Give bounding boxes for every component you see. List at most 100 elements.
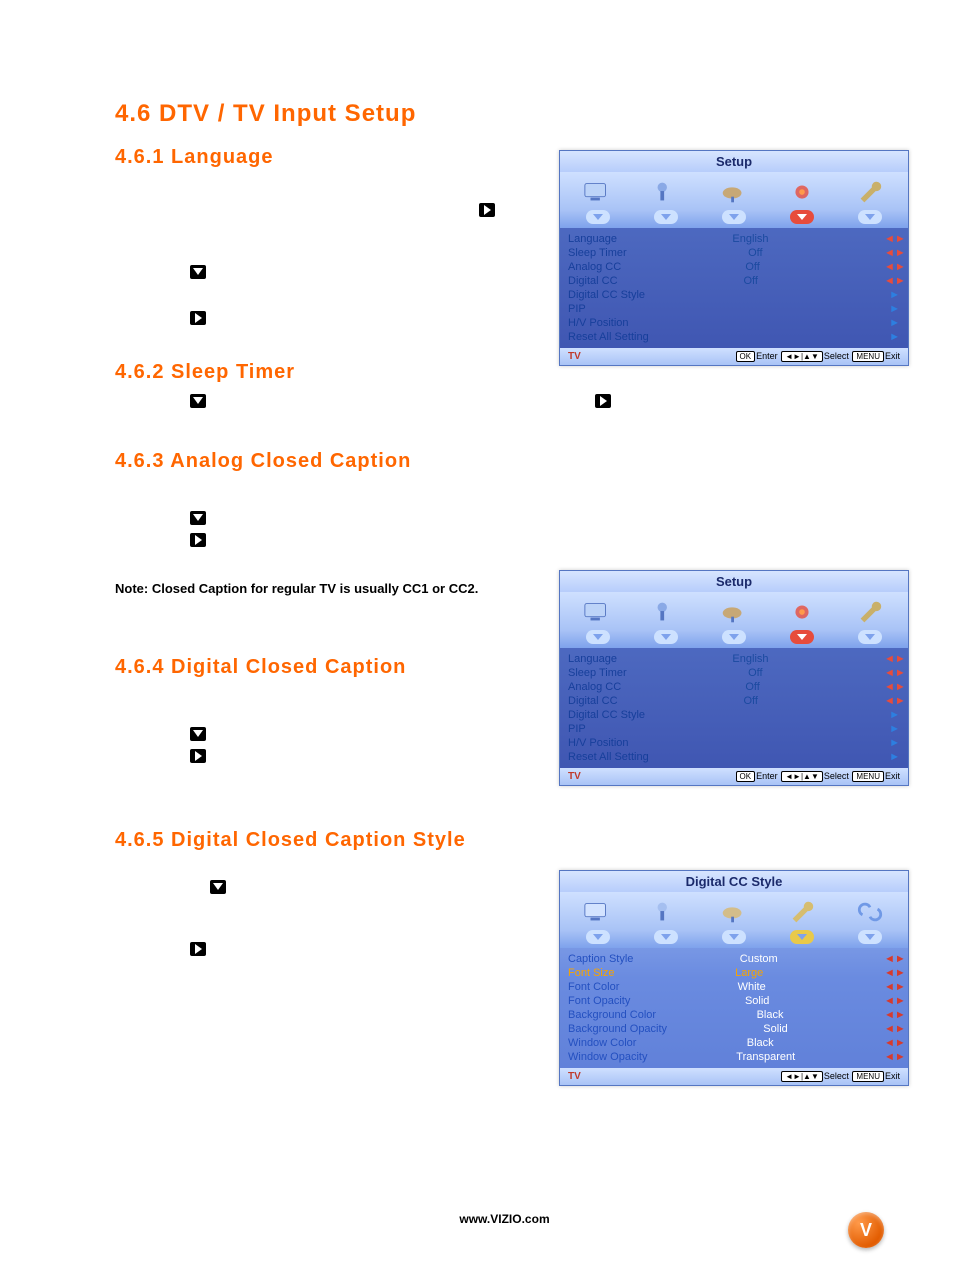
osd-cc-style-screenshot: Digital CC Style Caption StyleCustom◄►Fo… [559, 870, 909, 1086]
tab-chevron-icon [858, 630, 882, 644]
arrow-lr-icon: ◄► [884, 233, 900, 245]
tab-chevron-icon [654, 210, 678, 224]
nav-right-icon [595, 394, 611, 408]
osd-row-value: Off [706, 275, 796, 287]
analog-cc-note: Note: Closed Caption for regular TV is u… [115, 581, 535, 596]
manual-page: 4.6 DTV / TV Input Setup 4.6.1 Language … [0, 0, 954, 1266]
osd-title: Setup [560, 571, 908, 592]
tab-chevron-icon [586, 930, 610, 944]
osd-menu-row: Digital CC Style► [568, 708, 900, 722]
osd-menu-row: Font Size Large ◄► [568, 966, 900, 980]
nav-right-icon [190, 311, 206, 325]
osd-row-value: Solid [712, 995, 802, 1007]
osd-row-label: Digital CC [568, 695, 618, 707]
nav-down-icon [190, 394, 206, 408]
tv-icon [582, 178, 614, 206]
osd-menu-row: Analog CCOff◄► [568, 680, 900, 694]
tab-chevron-icon [586, 630, 610, 644]
osd-row-label: Language [568, 233, 617, 245]
tab-chevron-active-icon [790, 930, 814, 944]
arrow-lr-icon: ◄► [884, 695, 900, 707]
satellite-icon [718, 598, 750, 626]
osd-row-value: Off [710, 667, 800, 679]
osd-menu-row: Reset All Setting► [568, 330, 900, 344]
arrow-lr-icon: ◄► [884, 967, 900, 979]
osd-row-label: Font Size [568, 967, 614, 979]
osd-row-value: English [705, 233, 795, 245]
osd-menu-rows: Caption StyleCustom◄►Font SizeLarge◄►Fon… [560, 948, 908, 1068]
osd-row-label: PIP [568, 723, 586, 735]
osd-row-value: Off [706, 695, 796, 707]
osd-menu-row: Background Opacity Solid ◄► [568, 1022, 900, 1036]
tab-chevron-icon [858, 210, 882, 224]
osd-row-value: Large [704, 967, 794, 979]
tab-chevron-active-icon [790, 630, 814, 644]
nav-right-icon [190, 533, 206, 547]
arrow-lr-icon: ◄► [884, 681, 900, 693]
osd-menu-row: Reset All Setting► [568, 750, 900, 764]
arrow-right-icon: ► [884, 737, 900, 749]
tab-chevron-icon [858, 930, 882, 944]
osd-title: Digital CC Style [560, 871, 908, 892]
osd-footer: TV ◄►|▲▼Select MENUExit [560, 1068, 908, 1085]
osd-row-label: Caption Style [568, 953, 633, 965]
osd-setup-screenshot-1: Setup LanguageEnglish◄►Sleep TimerOff◄►A… [559, 150, 909, 366]
osd-row-label: PIP [568, 303, 586, 315]
arrow-lr-icon: ◄► [884, 995, 900, 1007]
arrow-lr-icon: ◄► [884, 667, 900, 679]
wrench-icon [786, 898, 818, 926]
osd-tab-indicators [560, 210, 908, 228]
osd-title: Setup [560, 151, 908, 172]
arrow-lr-icon: ◄► [884, 1037, 900, 1049]
osd-hints: ◄►|▲▼Select MENUExit [780, 1071, 900, 1082]
osd-row-label: Background Opacity [568, 1023, 667, 1035]
nav-right-icon [190, 749, 206, 763]
osd-tab-indicators [560, 630, 908, 648]
osd-source-label: TV [568, 351, 581, 362]
osd-row-value: White [707, 981, 797, 993]
section-title: 4.6 DTV / TV Input Setup [115, 100, 894, 128]
osd-setup-screenshot-2: Setup LanguageEnglish◄►Sleep TimerOff◄►A… [559, 570, 909, 786]
osd-row-value: Custom [714, 953, 804, 965]
osd-menu-row: Caption StyleCustom◄► [568, 952, 900, 966]
osd-menu-row: Window Color Black ◄► [568, 1036, 900, 1050]
osd-row-value: Transparent [721, 1051, 811, 1063]
osd-row-label: Analog CC [568, 681, 621, 693]
arrow-right-icon: ► [884, 723, 900, 735]
tab-chevron-active-icon [790, 210, 814, 224]
osd-menu-row: Digital CCOff◄► [568, 274, 900, 288]
arrow-lr-icon: ◄► [884, 261, 900, 273]
tab-chevron-icon [722, 210, 746, 224]
osd-menu-row: Window OpacityTransparent◄► [568, 1050, 900, 1064]
wrench-icon [854, 178, 886, 206]
osd-row-label: Language [568, 653, 617, 665]
osd-menu-row: Font OpacitySolid◄► [568, 994, 900, 1008]
subsection-analog-cc: 4.6.3 Analog Closed Caption [115, 450, 894, 473]
arrow-lr-icon: ◄► [884, 1009, 900, 1021]
osd-row-label: Window Color [568, 1037, 636, 1049]
osd-menu-row: H/V Position► [568, 316, 900, 330]
osd-row-label: Digital CC Style [568, 289, 645, 301]
page-footer-url: www.VIZIO.com [115, 1212, 894, 1226]
osd-tab-indicators [560, 930, 908, 948]
arrow-lr-icon: ◄► [884, 653, 900, 665]
osd-row-label: Sleep Timer [568, 247, 627, 259]
osd-menu-rows: LanguageEnglish◄►Sleep TimerOff◄►Analog … [560, 228, 908, 348]
osd-row-value: Solid [731, 1023, 821, 1035]
arrow-lr-icon: ◄► [884, 275, 900, 287]
arrow-right-icon: ► [884, 317, 900, 329]
vizio-logo: V [848, 1212, 884, 1248]
osd-row-value: English [705, 653, 795, 665]
osd-source-label: TV [568, 771, 581, 782]
burst-icon [786, 598, 818, 626]
osd-hints: OKEnter ◄►|▲▼Select MENUExit [735, 771, 900, 782]
arrow-lr-icon: ◄► [884, 1023, 900, 1035]
wrench-icon [854, 598, 886, 626]
osd-menu-row: Digital CC Style► [568, 288, 900, 302]
osd-tab-icons [560, 892, 908, 930]
osd-menu-row: Digital CC Off ◄► [568, 694, 900, 708]
osd-tab-icons [560, 172, 908, 210]
osd-row-label: Font Color [568, 981, 619, 993]
osd-row-value: Black [715, 1037, 805, 1049]
osd-row-label: Reset All Setting [568, 331, 649, 343]
